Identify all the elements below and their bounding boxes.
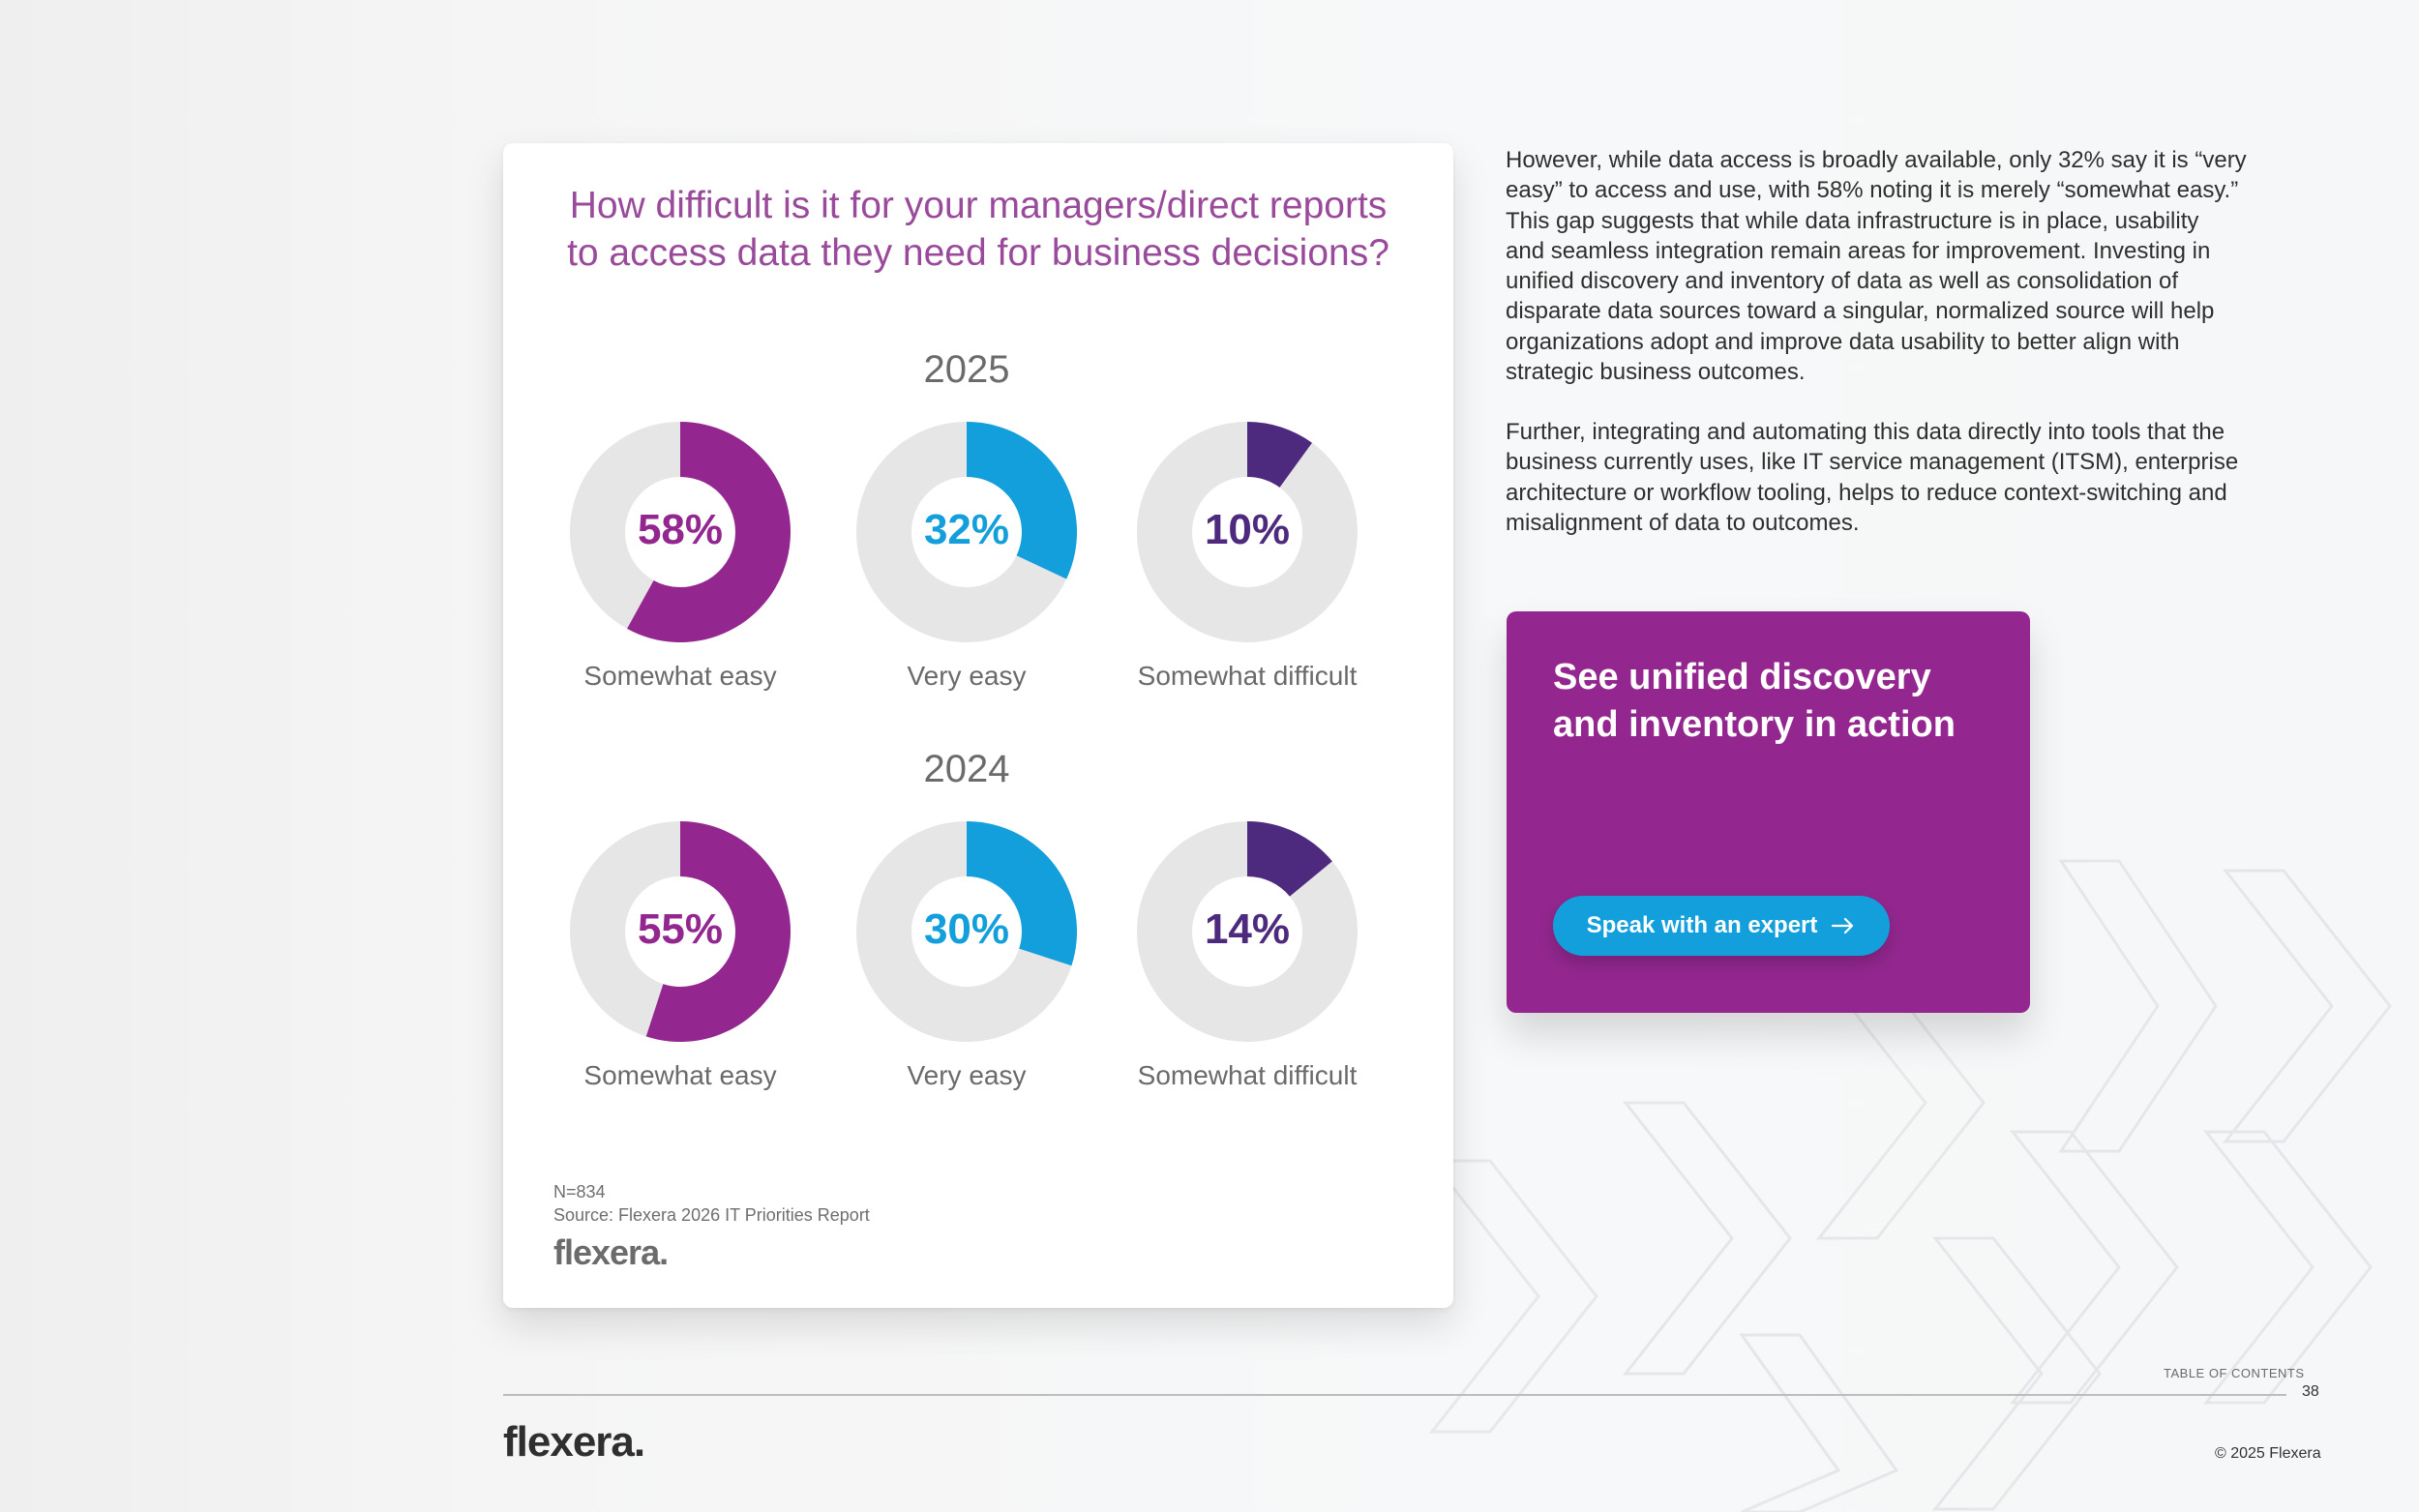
- paragraph-line: architecture or workflow tooling, helps …: [1506, 479, 2227, 506]
- page-number: 38: [2302, 1383, 2319, 1400]
- donut-category-label: Somewhat difficult: [1137, 661, 1358, 691]
- body-paragraph-2: Further, integrating and automating this…: [1506, 417, 2280, 538]
- card-flexera-logo: flexera.: [553, 1232, 669, 1272]
- paragraph-line: unified discovery and inventory of data …: [1506, 268, 2179, 295]
- paragraph-line: and seamless integration remain areas fo…: [1506, 237, 2211, 264]
- cta-panel: See unified discovery and inventory in a…: [1507, 611, 2030, 1013]
- cta-title: See unified discovery and inventory in a…: [1553, 654, 1956, 749]
- donut-category-label: Somewhat difficult: [1137, 1060, 1358, 1090]
- sample-size-note: N=834: [553, 1182, 606, 1201]
- footer-flexera-logo: flexera.: [503, 1418, 645, 1466]
- donut-slice-2024-somewhat-difficult: [1247, 821, 1332, 897]
- donut-value-label: 10%: [1204, 506, 1291, 553]
- speak-with-expert-button[interactable]: Speak with an expert: [1553, 896, 1890, 956]
- paragraph-line: Further, integrating and automating this…: [1506, 419, 2225, 445]
- chart-title: How difficult is it for your managers/di…: [503, 182, 1453, 277]
- donut-slice-2024-somewhat-easy: [645, 821, 791, 1042]
- chart-title-line-2: to access data they need for business de…: [567, 232, 1389, 274]
- table-of-contents-link[interactable]: TABLE OF CONTENTS: [2164, 1366, 2305, 1380]
- donut-category-label: Somewhat easy: [583, 661, 777, 691]
- donut-value-label: 58%: [637, 506, 724, 553]
- paragraph-line: easy” to access and use, with 58% noting…: [1506, 177, 2239, 204]
- year-heading-2025: 2025: [923, 348, 1010, 391]
- source-note: Source: Flexera 2026 IT Priorities Repor…: [553, 1205, 870, 1225]
- year-heading-2024: 2024: [923, 748, 1010, 790]
- card-logo-text: flexera: [553, 1232, 660, 1272]
- donut-slice-2024-very-easy: [967, 821, 1077, 966]
- donut-value-label: 55%: [637, 905, 724, 953]
- donut-svg: [570, 422, 1358, 1042]
- donut-category-label: Very easy: [907, 1060, 1027, 1090]
- copyright: © 2025 Flexera: [2215, 1445, 2321, 1462]
- donut-value-label: 14%: [1204, 905, 1291, 953]
- paragraph-line: However, while data access is broadly av…: [1506, 147, 2247, 173]
- chart-title-line-1: How difficult is it for your managers/di…: [569, 185, 1388, 226]
- paragraph-line: This gap suggests that while data infras…: [1506, 207, 2199, 234]
- paragraph-line: misalignment of data to outcomes.: [1506, 509, 1860, 536]
- donut-slice-2025-somewhat-easy: [627, 422, 791, 642]
- cta-title-line-1: See unified discovery: [1553, 657, 1931, 697]
- paragraph-line: disparate data sources toward a singular…: [1506, 298, 2215, 325]
- survey-chart-card: How difficult is it for your managers/di…: [503, 143, 1453, 1308]
- donut-category-label: Somewhat easy: [583, 1060, 777, 1090]
- paragraph-line: organizations adopt and improve data usa…: [1506, 328, 2180, 355]
- body-paragraph-1: However, while data access is broadly av…: [1506, 145, 2280, 387]
- arrow-right-icon: [1832, 917, 1854, 934]
- donut-slice-2025-somewhat-difficult: [1247, 422, 1313, 488]
- speak-with-expert-label: Speak with an expert: [1586, 912, 1818, 938]
- footer-divider: [503, 1394, 2286, 1396]
- donut-slice-2025-very-easy: [967, 422, 1077, 579]
- donut-value-label: 32%: [923, 506, 1010, 553]
- donut-value-label: 30%: [923, 905, 1010, 953]
- paragraph-line: strategic business outcomes.: [1506, 359, 1806, 386]
- donut-category-label: Very easy: [907, 661, 1027, 691]
- footer-logo-text: flexera: [503, 1418, 635, 1466]
- cta-title-line-2: and inventory in action: [1553, 704, 1956, 745]
- paragraph-line: business currently uses, like IT service…: [1506, 449, 2239, 476]
